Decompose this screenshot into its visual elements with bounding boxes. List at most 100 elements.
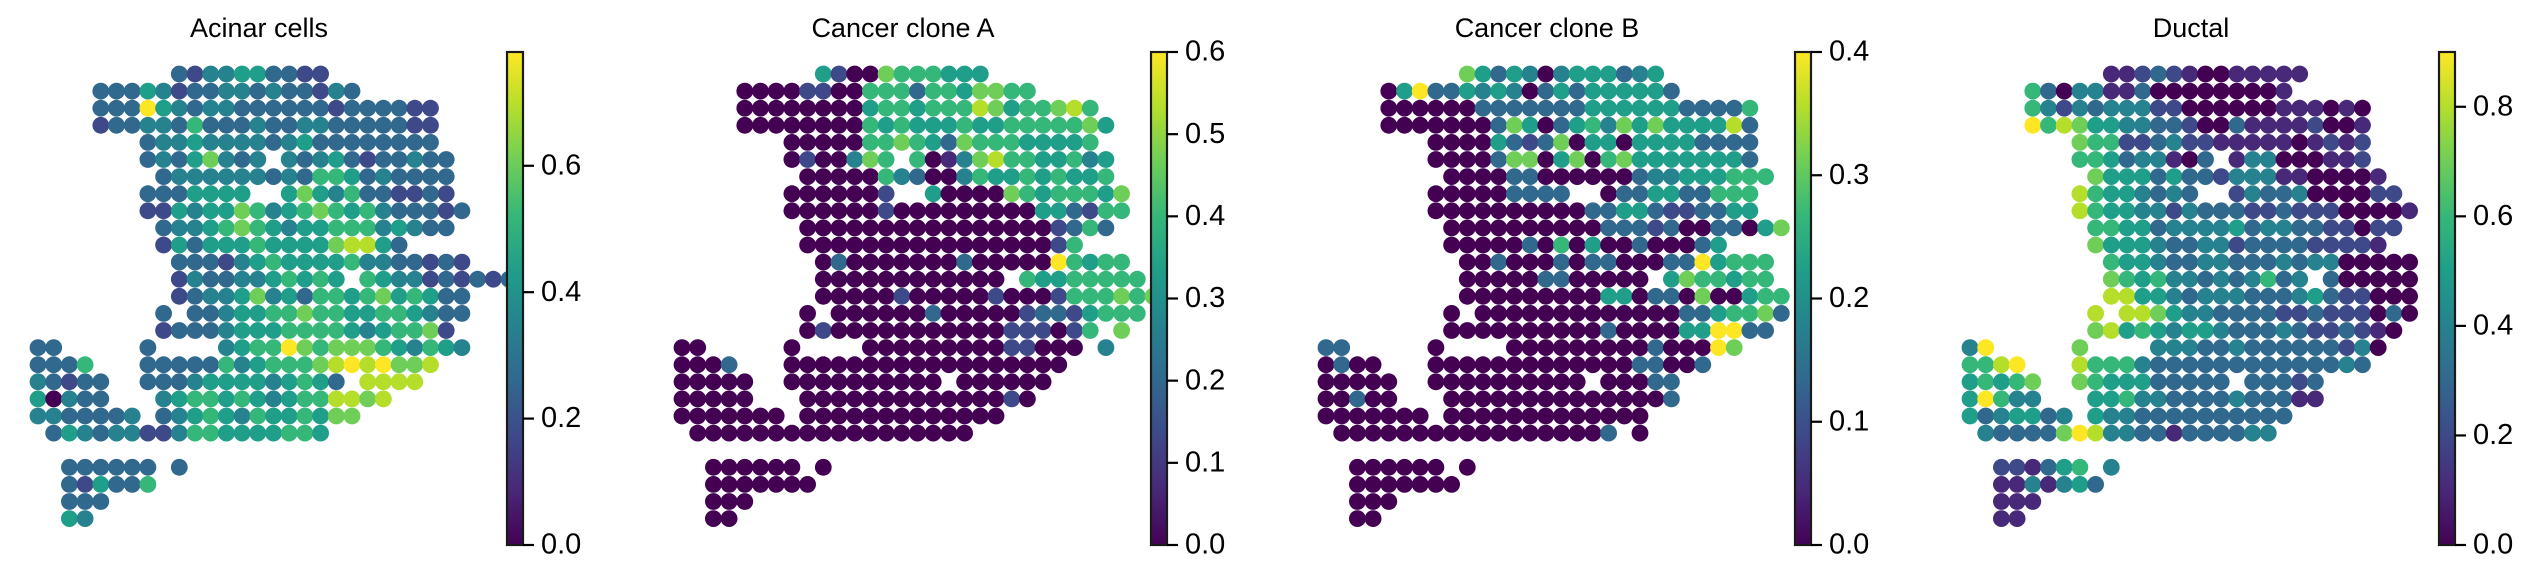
spot: [1694, 219, 1712, 237]
spot: [909, 305, 926, 322]
spot: [1725, 202, 1743, 220]
spot: [799, 202, 816, 220]
spot: [2275, 202, 2293, 220]
spot: [2181, 253, 2199, 271]
spot: [2291, 339, 2309, 356]
spot: [375, 287, 392, 305]
spot: [814, 185, 832, 203]
spot: [1034, 134, 1052, 151]
spot: [1474, 424, 1492, 442]
spot-layer: [1317, 65, 1790, 527]
colorbar-tick-label: 0.3: [1829, 159, 1869, 191]
spot: [1694, 356, 1712, 374]
spot: [1506, 305, 1523, 322]
spot: [2275, 151, 2293, 168]
spot: [422, 99, 439, 117]
colorbar-tick-label: 0.4: [1829, 36, 1869, 68]
spot: [1600, 168, 1617, 186]
spot: [1568, 356, 1586, 374]
spot: [186, 253, 204, 271]
spot: [1694, 236, 1712, 254]
spot: [2150, 305, 2167, 322]
spot: [218, 219, 235, 237]
spot: [296, 424, 314, 442]
spot: [1034, 305, 1052, 322]
spot: [1474, 168, 1492, 186]
spot: [877, 99, 895, 117]
spot: [1678, 219, 1696, 237]
spot: [1380, 99, 1398, 117]
spot: [92, 407, 110, 425]
spot: [1066, 339, 1083, 356]
spot: [343, 99, 361, 117]
spot: [971, 322, 989, 339]
spot: [2040, 407, 2057, 425]
spot: [2354, 219, 2371, 237]
spot: [343, 151, 361, 168]
spot: [312, 305, 329, 322]
spot: [2228, 236, 2246, 254]
spot: [312, 373, 329, 391]
spot: [186, 373, 204, 391]
spot: [940, 185, 958, 203]
spot: [327, 202, 345, 220]
spot: [956, 134, 973, 151]
spot: [1066, 151, 1083, 168]
spot: [2134, 322, 2152, 339]
spot: [1490, 99, 1508, 117]
spot: [1458, 253, 1476, 271]
spot: [1458, 134, 1476, 151]
spot: [1993, 476, 2010, 493]
spot: [1458, 373, 1476, 391]
spot: [2228, 185, 2246, 203]
spot: [2008, 424, 2026, 442]
spot: [2338, 202, 2356, 220]
spot: [971, 270, 989, 288]
spot: [1490, 356, 1508, 374]
spot: [2228, 424, 2246, 442]
spot: [437, 339, 455, 356]
spot: [155, 116, 173, 134]
spot: [45, 373, 63, 391]
spot: [830, 253, 848, 271]
spot: [343, 82, 361, 100]
spot: [1034, 116, 1052, 134]
spot: [2197, 236, 2214, 254]
spot: [2055, 424, 2073, 442]
spot: [1521, 151, 1539, 168]
spot: [170, 82, 188, 100]
spot: [783, 373, 801, 391]
spot: [1568, 151, 1586, 168]
spot: [2165, 424, 2183, 442]
spot: [705, 407, 722, 425]
spot: [1474, 322, 1492, 339]
spot: [2150, 65, 2167, 83]
spot: [1584, 82, 1602, 100]
spot: [1710, 253, 1727, 271]
spot: [1537, 168, 1555, 186]
spot: [2197, 168, 2214, 186]
spot: [1553, 322, 1570, 339]
spot: [2244, 99, 2262, 117]
spot: [2212, 322, 2230, 339]
spot: [1396, 476, 1413, 493]
spot: [218, 287, 235, 305]
spot: [1034, 219, 1052, 237]
spot: [814, 458, 832, 476]
spot: [2008, 510, 2026, 527]
spot: [2118, 253, 2136, 271]
spot: [2150, 390, 2167, 408]
spot: [76, 356, 94, 374]
spot: [390, 219, 408, 237]
spot: [971, 65, 989, 83]
spot: [186, 168, 204, 186]
spot: [720, 407, 738, 425]
spot: [1019, 134, 1036, 151]
spot: [296, 168, 314, 186]
spot: [2118, 322, 2136, 339]
spot: [422, 151, 439, 168]
spot: [971, 356, 989, 374]
spot: [1600, 407, 1617, 425]
spot: [909, 65, 926, 83]
spot: [2228, 270, 2246, 288]
